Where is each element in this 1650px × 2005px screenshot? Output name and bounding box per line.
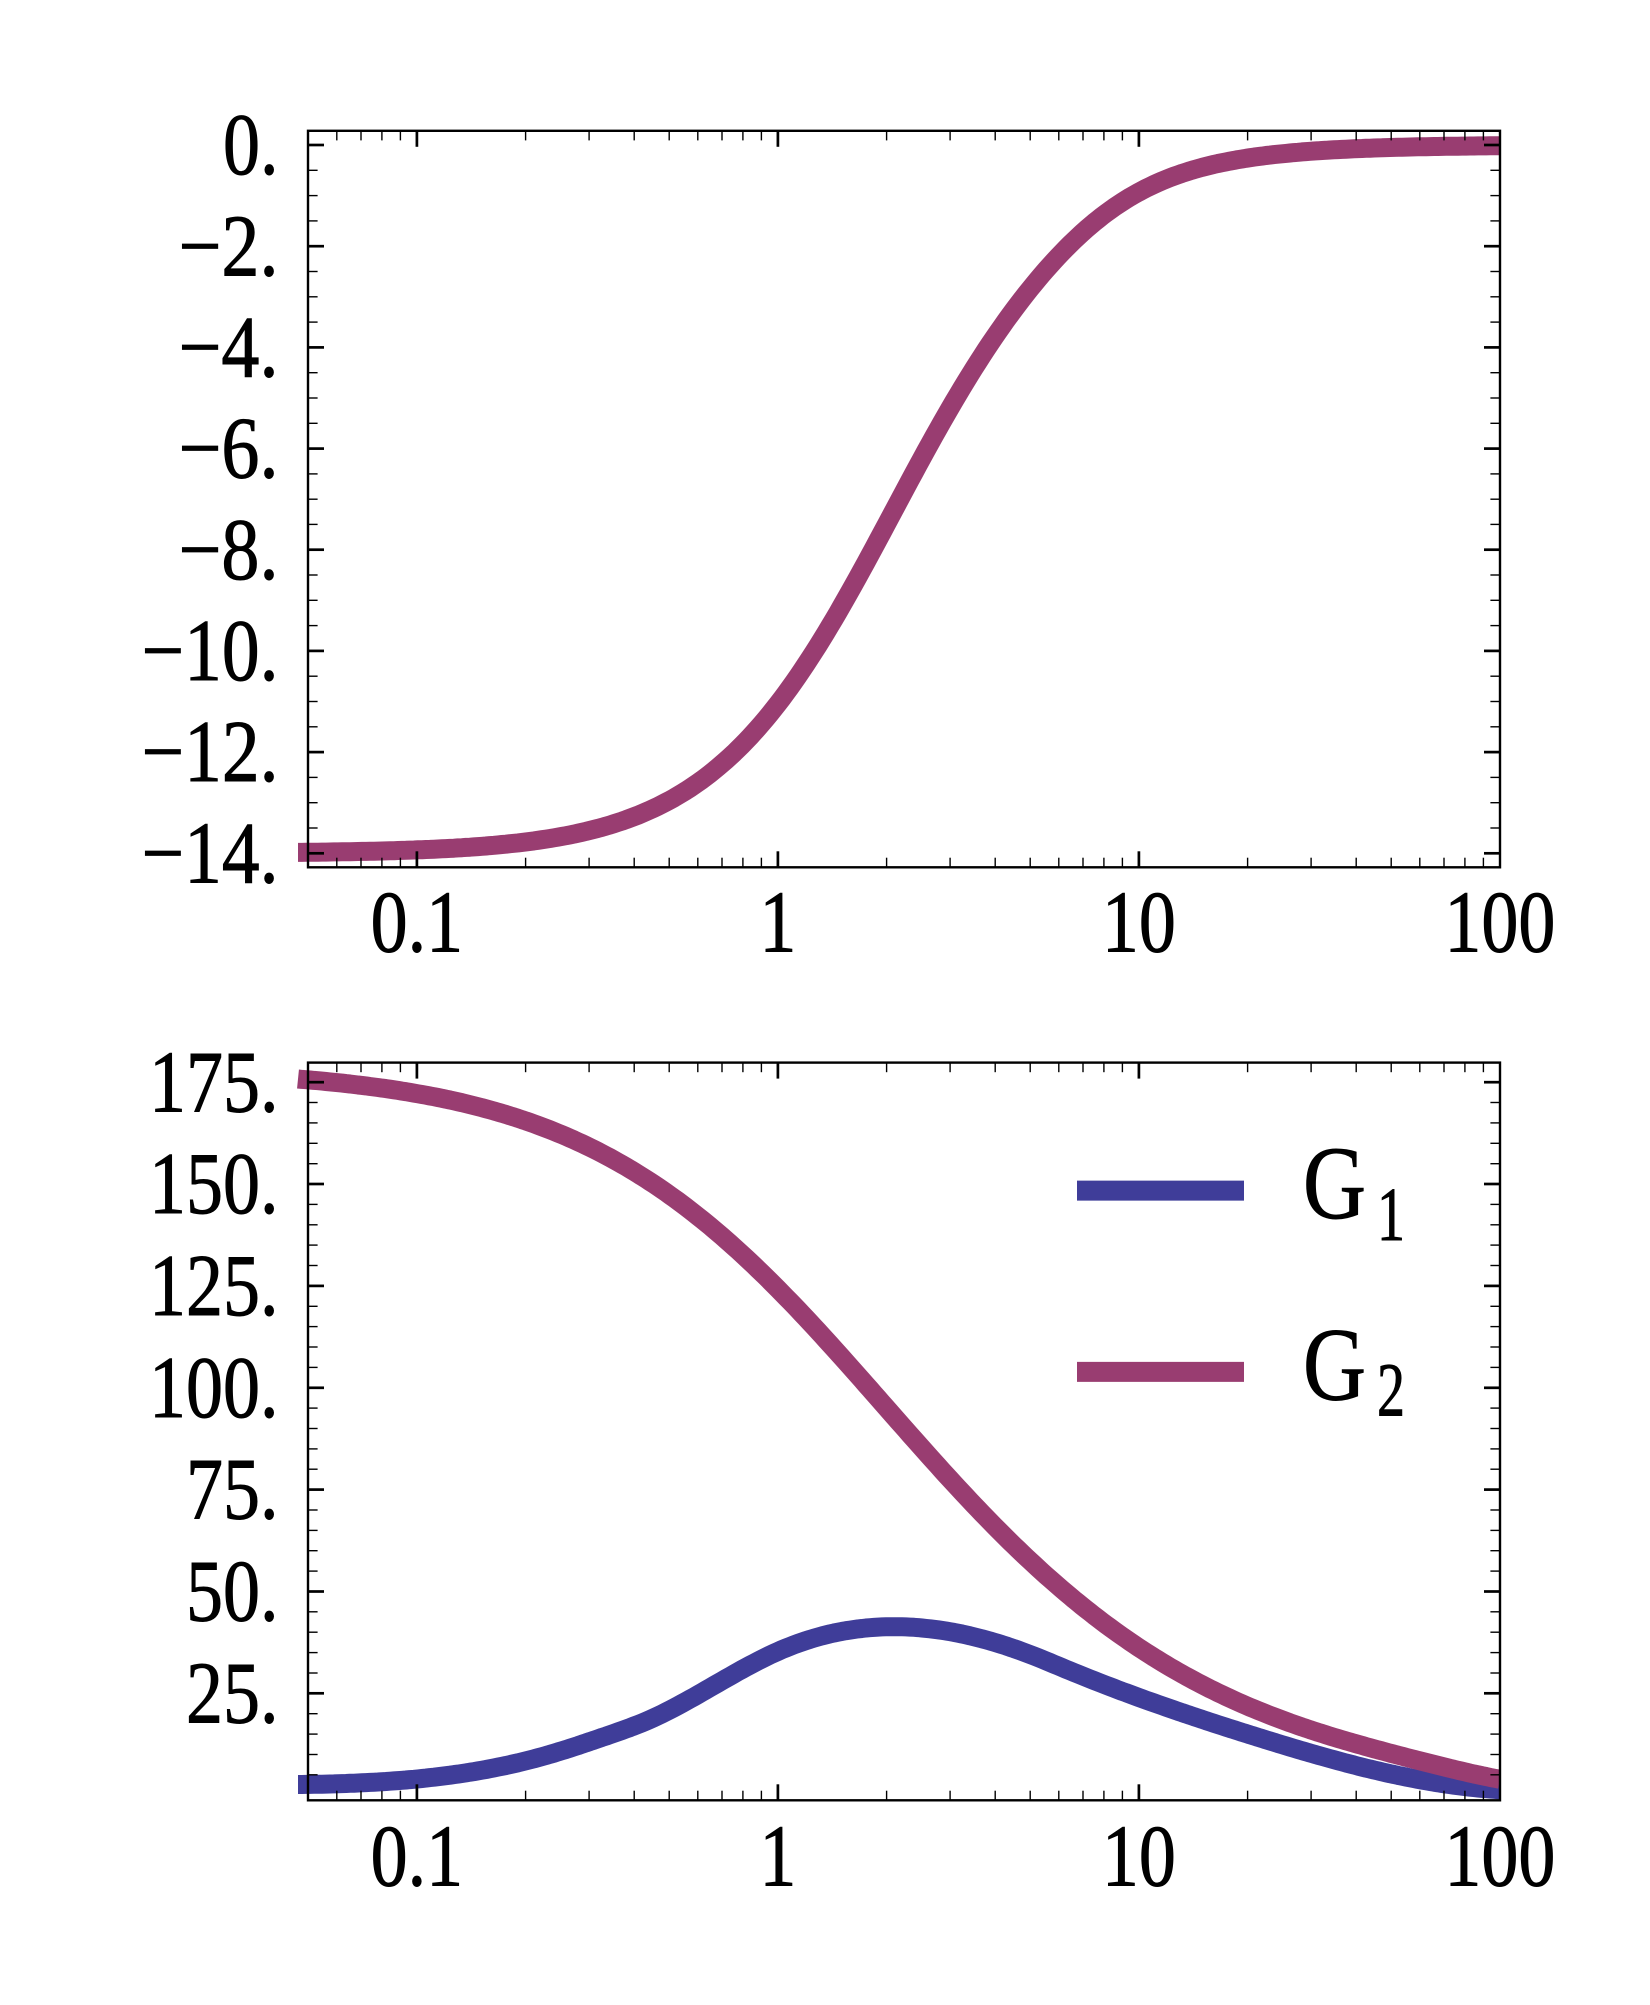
svg-text:175.: 175. [149, 1034, 279, 1131]
svg-text:1: 1 [1377, 1173, 1405, 1257]
svg-text:2: 2 [1377, 1349, 1405, 1433]
svg-text:100: 100 [1444, 875, 1555, 972]
svg-text:−2.: −2. [179, 198, 279, 295]
svg-text:100: 100 [1444, 1808, 1555, 1905]
svg-text:25.: 25. [186, 1645, 279, 1742]
svg-text:−8.: −8. [179, 502, 279, 599]
svg-text:100.: 100. [149, 1340, 279, 1437]
svg-text:−12.: −12. [142, 704, 279, 801]
svg-text:10: 10 [1102, 1808, 1176, 1905]
svg-text:−4.: −4. [179, 300, 279, 397]
svg-text:−14.: −14. [142, 805, 279, 902]
svg-text:125.: 125. [149, 1238, 279, 1335]
svg-text:150.: 150. [149, 1136, 279, 1233]
svg-text:0.1: 0.1 [371, 1808, 464, 1905]
svg-text:−6.: −6. [179, 401, 279, 498]
svg-text:0.: 0. [223, 97, 279, 194]
svg-text:1: 1 [759, 1808, 796, 1905]
svg-text:G: G [1303, 1308, 1366, 1423]
svg-text:50.: 50. [186, 1544, 279, 1641]
svg-text:10: 10 [1102, 875, 1176, 972]
svg-text:G: G [1303, 1126, 1366, 1241]
svg-text:−10.: −10. [142, 603, 279, 700]
svg-text:75.: 75. [186, 1442, 279, 1539]
svg-text:0.1: 0.1 [371, 875, 464, 972]
svg-text:1: 1 [759, 875, 796, 972]
